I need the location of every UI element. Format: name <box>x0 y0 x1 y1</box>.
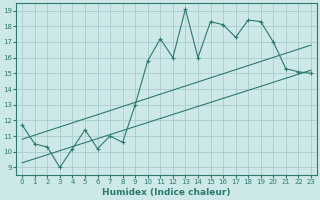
X-axis label: Humidex (Indice chaleur): Humidex (Indice chaleur) <box>102 188 231 197</box>
